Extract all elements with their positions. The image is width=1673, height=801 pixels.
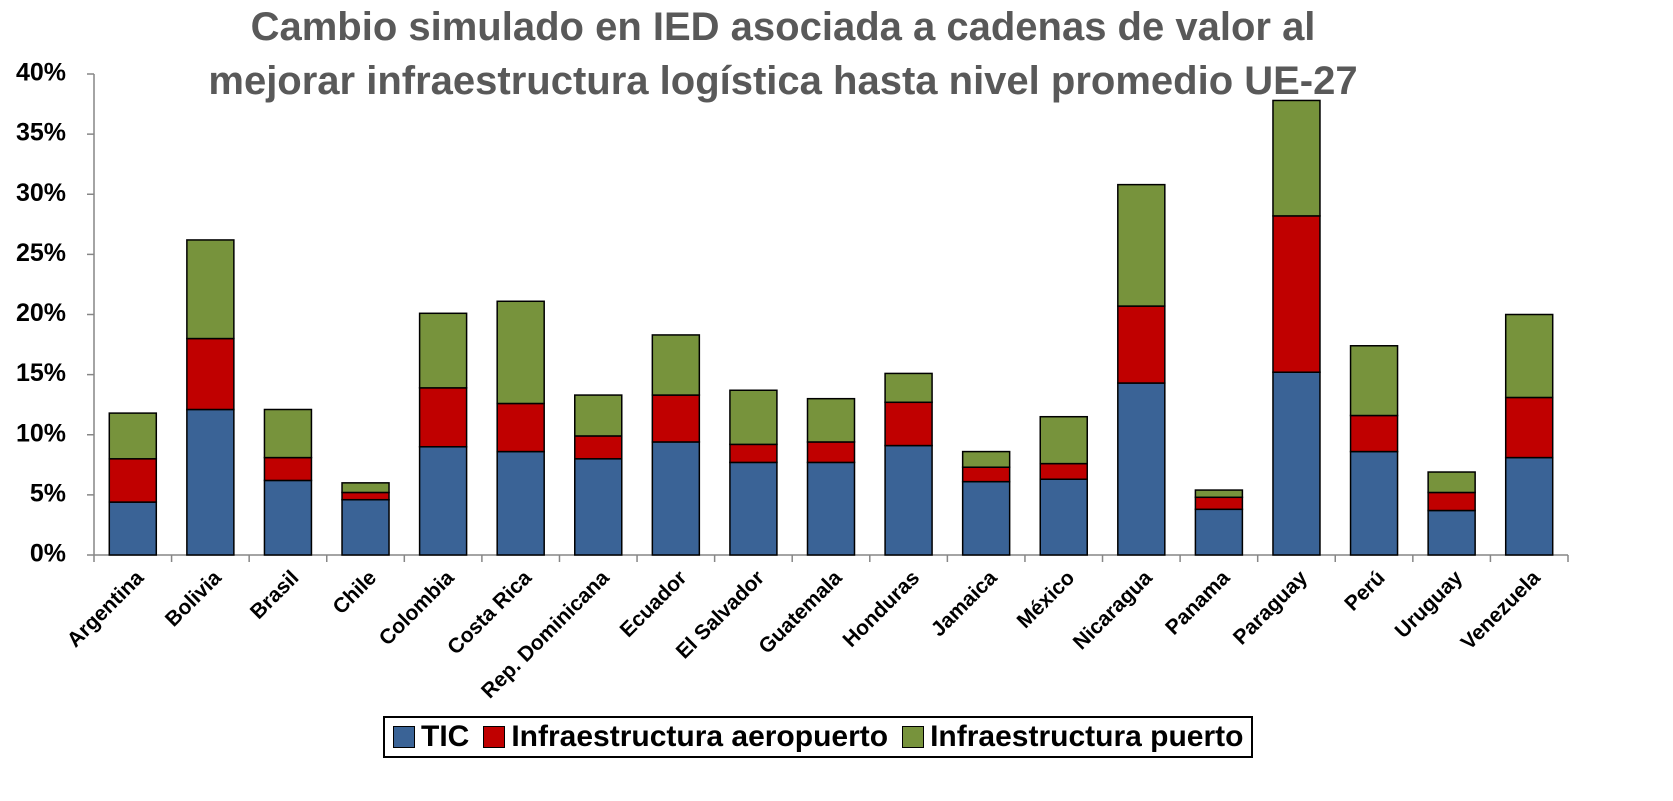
x-tick-label: Chile [328,566,381,619]
legend-item: Infraestructura aeropuerto [483,720,888,754]
bar-segment [341,498,390,556]
bar-segment [341,491,390,501]
bar-segment [651,334,701,396]
bar-segment [1349,450,1399,556]
x-tick-label: Jamaica [927,566,1002,641]
bar-segment [1504,313,1554,399]
bar-segment [263,408,313,459]
bar-segment [884,372,933,404]
bar-segment [884,444,933,556]
bar-segment [806,441,856,464]
x-tick-label: Bolivia [161,566,226,631]
bar-segment [1349,414,1399,453]
x-tick-label: Argentina [63,566,149,652]
x-tick-label: Perú [1340,566,1389,615]
y-tick-label: 30% [16,179,66,207]
bar-segment [418,387,468,448]
bar-segment [1117,183,1166,307]
x-tick-label: Nicaragua [1069,566,1157,654]
bar-segment [1194,496,1244,511]
y-tick-label: 0% [30,540,66,568]
legend-swatch [393,726,415,748]
x-tick-label: Uruguay [1391,566,1468,643]
bar-segment [1272,371,1321,556]
y-tick-label: 15% [16,359,66,387]
bar-segment [961,466,1011,483]
bar-segment [1194,489,1244,499]
bar-segment [108,501,158,556]
bar-segment [806,397,856,443]
bar-segment [961,450,1011,468]
bar-segment [263,456,313,482]
legend: TIC Infraestructura aeropuerto Infraestruc… [383,716,1254,758]
bar-segment [496,402,545,453]
bar-segment [108,458,158,503]
bar-segment [1194,508,1244,556]
bar-segment [1504,396,1554,459]
bar-segment [574,435,623,460]
bar-segment [186,408,235,556]
bar-segment [961,480,1011,556]
legend-label: TIC [421,720,470,753]
bar-segment [186,337,235,411]
bar-segment [729,389,778,446]
bar-segment [729,461,778,556]
y-tick-label: 10% [16,419,66,447]
bar-segment [1427,509,1476,556]
y-tick-label: 5% [30,479,66,507]
bar-segment [574,394,623,437]
legend-label: Infraestructura puerto [930,720,1244,753]
x-tick-label: Paraguay [1229,566,1312,649]
y-tick-label: 35% [16,119,66,147]
x-tick-label: México [1013,566,1080,633]
x-tick-label: Panama [1161,566,1234,639]
legend-item: TIC [393,720,469,754]
bar-segment [496,300,545,405]
bar-segment [418,446,468,556]
bar-segment [1117,305,1166,384]
bar-segment [729,443,778,464]
bar-segment [418,312,468,389]
legend-swatch [902,726,925,748]
legend-label: Infraestructura aeropuerto [511,720,889,753]
bar-segment [1039,415,1088,465]
chart-title: Cambio simulado en IED asociada a cadena… [208,5,1358,103]
x-tick-label: Guatemala [754,566,846,658]
bar-segment [1039,462,1088,480]
x-tick-label: Venezuela [1457,566,1545,654]
bar-segment [884,401,933,447]
bar-segment [263,479,313,556]
bar-segment [1272,99,1321,217]
bar-segment [1272,215,1321,373]
bar-segment [341,482,390,494]
x-tick-label: Ecuador [616,566,692,642]
bar-segment [496,450,545,556]
x-tick-label: Brasil [246,566,304,624]
bar-segment [186,239,235,340]
y-tick-label: 25% [16,239,66,267]
bar-segment [1427,491,1476,512]
bar-segment [1427,471,1476,494]
bar-segment [1504,456,1554,556]
bar-segment [1117,382,1166,556]
legend-swatch [483,726,506,748]
x-tick-label: Colombia [375,566,459,650]
y-tick-label: 20% [16,299,66,327]
bar-segment [1039,478,1088,556]
y-tick-label: 40% [16,59,66,87]
bar-segment [108,412,158,460]
x-tick-label: Honduras [839,566,925,652]
legend-item: Infraestructura puerto [902,720,1243,754]
bar-segment [1349,345,1399,417]
bar-segment [651,394,701,443]
bar-segment [806,461,856,556]
bar-segment [574,458,623,556]
bar-segment [651,441,701,556]
x-tick-label: Rep. Dominicana [477,566,614,703]
